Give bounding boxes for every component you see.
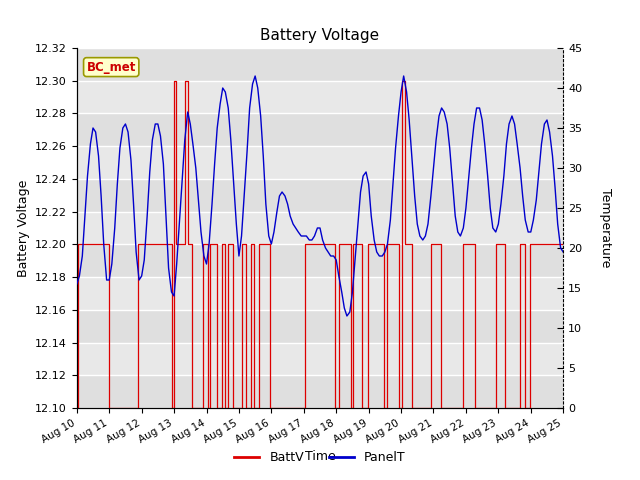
Bar [77,179,563,212]
X-axis label: Time: Time [305,450,335,463]
Bar [77,310,563,343]
Bar [77,375,563,408]
Bar [77,48,563,81]
Bar [77,244,563,277]
Y-axis label: Battery Voltage: Battery Voltage [17,180,29,276]
Title: Battery Voltage: Battery Voltage [260,28,380,43]
Text: BC_met: BC_met [86,60,136,73]
Legend: BattV, PanelT: BattV, PanelT [229,446,411,469]
Y-axis label: Temperature: Temperature [599,188,612,268]
Bar [77,113,563,146]
